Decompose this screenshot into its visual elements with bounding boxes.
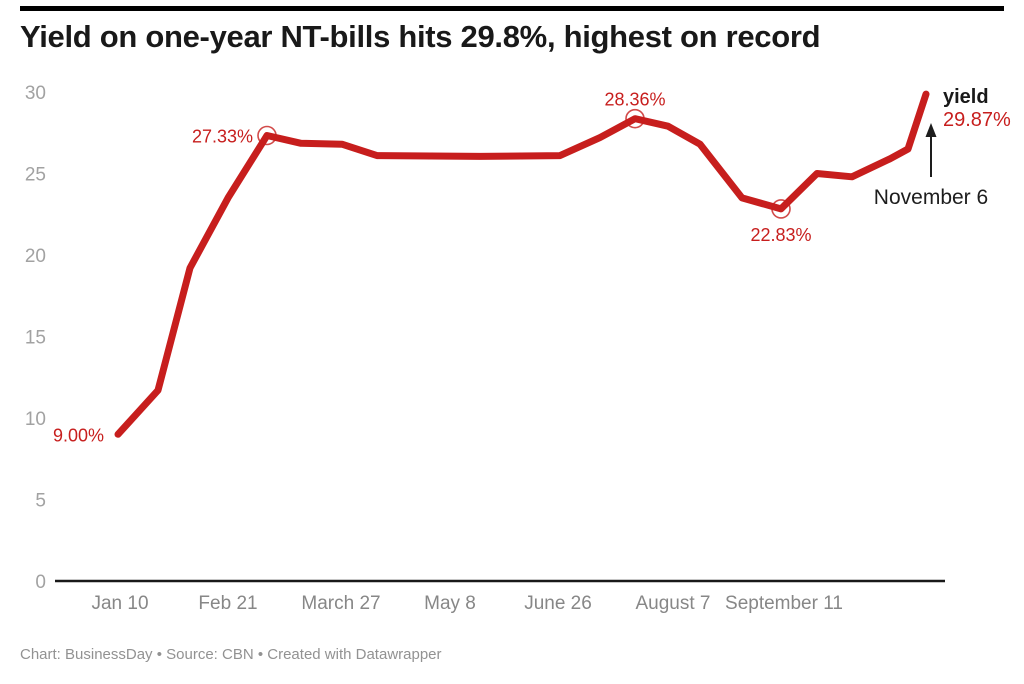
- y-tick-label: 5: [35, 491, 46, 512]
- x-tick-label: June 26: [524, 593, 592, 614]
- annotation-date-label: November 6: [874, 186, 988, 209]
- point-value-label: 27.33%: [192, 127, 253, 147]
- annotation-arrow-head: [925, 123, 937, 137]
- x-tick-label: August 7: [636, 593, 711, 614]
- x-tick-label: Feb 21: [198, 593, 257, 614]
- point-markers: [257, 108, 791, 219]
- x-tick-label: Jan 10: [91, 593, 148, 614]
- point-marker: [257, 125, 277, 146]
- attribution-line: Chart: BusinessDay • Source: CBN • Creat…: [20, 646, 442, 663]
- point-value-label: 9.00%: [53, 425, 104, 445]
- y-tick-label: 10: [25, 409, 46, 430]
- y-tick-label: 15: [25, 328, 46, 349]
- top-rule: [20, 6, 1004, 11]
- y-axis-ticks: 0 5 10 15 20 25 30: [25, 83, 46, 593]
- x-tick-label: March 27: [301, 593, 380, 614]
- end-annotation: yield 29.87% November 6: [874, 86, 1011, 209]
- chart-title: Yield on one-year NT-bills hits 29.8%, h…: [20, 19, 821, 54]
- y-tick-label: 30: [25, 83, 46, 104]
- y-tick-label: 20: [25, 246, 46, 267]
- yield-line: [114, 90, 930, 438]
- x-tick-label: May 8: [424, 593, 476, 614]
- point-marker: [625, 108, 645, 129]
- x-axis-ticks: Jan 10 Feb 21 March 27 May 8 June 26 August 7…: [91, 593, 843, 614]
- x-tick-label: September 11: [725, 593, 843, 614]
- y-tick-label: 25: [25, 165, 46, 186]
- series-end-value: 29.87%: [943, 109, 1011, 131]
- point-marker: [771, 199, 791, 219]
- point-value-label: 22.83%: [750, 225, 811, 245]
- point-labels: 9.00% 27.33% 28.36% 22.83%: [53, 90, 812, 446]
- series-end-label: yield: [943, 86, 989, 108]
- y-tick-label: 0: [35, 572, 46, 593]
- point-value-label: 28.36%: [604, 90, 665, 110]
